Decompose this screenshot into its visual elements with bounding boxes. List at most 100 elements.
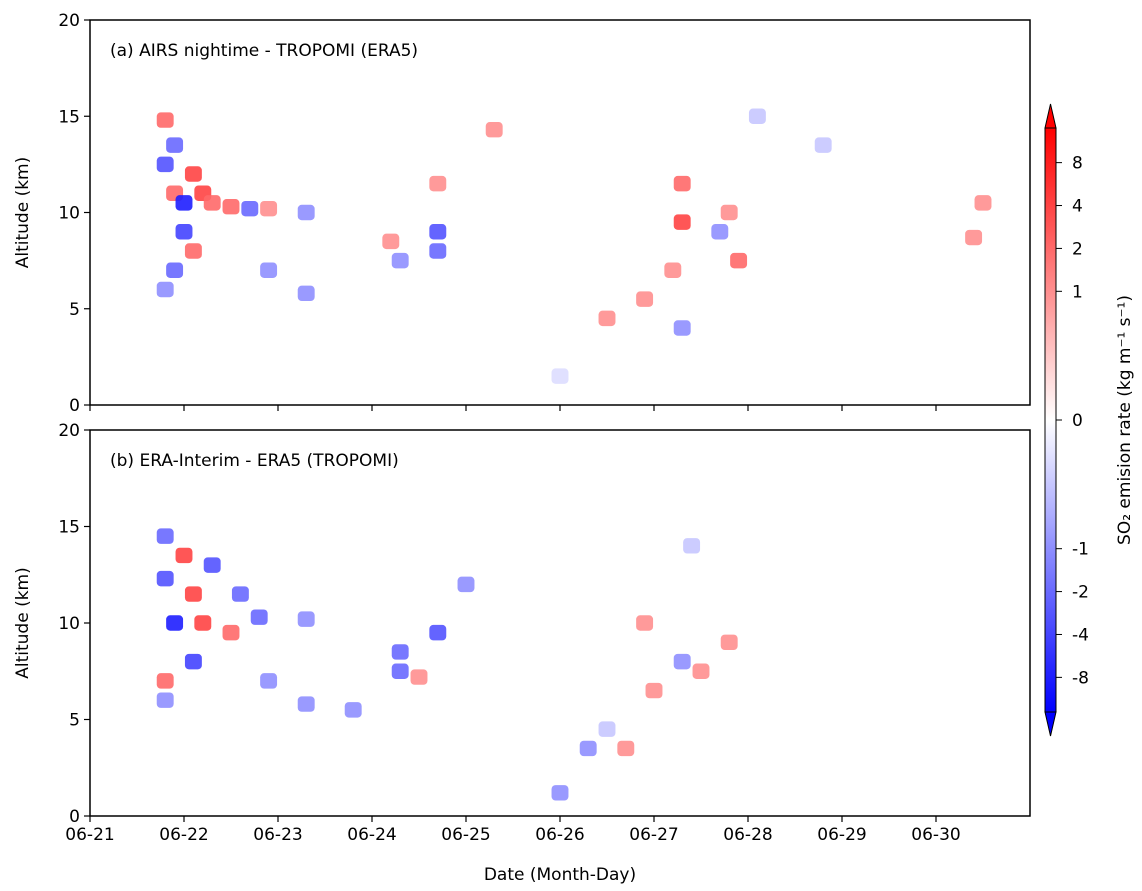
heat-cell — [297, 611, 315, 627]
heat-cell — [391, 252, 409, 269]
heat-cell — [673, 320, 691, 336]
y-tick-label: 15 — [58, 518, 80, 538]
heat-cell — [250, 609, 268, 625]
heat-cell — [297, 696, 315, 712]
colorbar-extend-min — [1044, 711, 1057, 737]
x-tick-label: 06-23 — [253, 825, 302, 845]
heat-cell — [673, 175, 691, 192]
heat-cell — [664, 262, 682, 278]
y-tick-label: 10 — [58, 204, 80, 224]
y-tick-label: 0 — [69, 396, 80, 416]
heat-cell — [457, 576, 475, 593]
heat-cell — [814, 137, 832, 153]
heat-cell — [391, 663, 409, 679]
heat-cell — [260, 673, 278, 689]
colorbar-tick-label: 2 — [1072, 239, 1083, 259]
heat-cell — [683, 538, 701, 554]
heat-cell — [391, 644, 409, 660]
x-tick-label: 06-29 — [817, 825, 866, 845]
heat-cell — [222, 624, 240, 641]
y-tick-label: 15 — [58, 107, 80, 127]
heat-cell — [156, 112, 174, 128]
x-axis-label: Date (Month-Day) — [484, 865, 636, 885]
heat-cell — [673, 214, 691, 230]
panel-title: (b) ERA-Interim - ERA5 (TROPOMI) — [110, 451, 399, 471]
y-tick-label: 20 — [58, 11, 80, 31]
heat-cell — [231, 586, 249, 602]
heat-cell — [673, 653, 691, 670]
heat-cell — [260, 262, 278, 278]
heat-cell — [156, 692, 174, 708]
panel-title: (a) AIRS nightime - TROPOMI (ERA5) — [110, 41, 418, 61]
x-tick-label: 06-28 — [723, 825, 772, 845]
heat-cell — [692, 663, 710, 679]
heat-cell — [156, 281, 174, 298]
heat-cell — [203, 557, 221, 573]
x-tick-label: 06-24 — [347, 825, 396, 845]
colorbar-tick-label: -4 — [1072, 625, 1089, 645]
heat-cell — [551, 785, 569, 801]
colorbar-tick-label: -1 — [1072, 540, 1089, 560]
colorbar — [1045, 128, 1056, 712]
x-tick-label: 06-21 — [65, 825, 114, 845]
heat-cell — [156, 528, 174, 544]
colorbar-label: SO₂ emision rate (kg m⁻¹ s⁻¹) — [1115, 295, 1135, 545]
heat-cell — [156, 673, 174, 689]
heat-cell — [429, 175, 447, 192]
y-tick-label: 0 — [69, 807, 80, 827]
x-tick-label: 06-26 — [535, 825, 584, 845]
heat-cell — [175, 224, 193, 240]
heat-cell — [166, 262, 184, 278]
colorbar-tick-label: -8 — [1072, 668, 1089, 688]
heat-cell — [166, 615, 184, 631]
heat-cell — [156, 570, 174, 587]
y-tick-label: 5 — [69, 711, 80, 731]
heat-cell — [344, 702, 362, 718]
heat-cell — [429, 224, 447, 240]
heat-cell — [382, 233, 400, 250]
heat-cell — [429, 624, 447, 641]
x-tick-label: 06-25 — [441, 825, 490, 845]
heat-cell — [297, 204, 315, 221]
heat-cell — [194, 615, 212, 631]
heat-cell — [297, 285, 315, 302]
heat-cell — [598, 310, 616, 327]
colorbar-extend-max — [1044, 103, 1057, 129]
y-tick-label: 5 — [69, 300, 80, 320]
heat-cell — [175, 195, 193, 211]
heat-cell — [598, 721, 616, 737]
heat-cell — [711, 224, 729, 240]
heat-cell — [579, 740, 597, 757]
heat-cell — [260, 200, 278, 217]
x-tick-label: 06-30 — [911, 825, 960, 845]
heat-cell — [222, 199, 240, 215]
x-tick-label: 06-27 — [629, 825, 678, 845]
x-tick-label: 06-22 — [159, 825, 208, 845]
colorbar-tick-label: 1 — [1072, 282, 1083, 302]
heat-cell — [748, 108, 766, 124]
y-axis-label: Altitude (km) — [13, 157, 33, 269]
heat-cell — [184, 243, 202, 259]
heat-cell — [410, 669, 428, 685]
y-axis-label: Altitude (km) — [13, 567, 33, 679]
heat-cell — [636, 291, 654, 307]
heat-cell — [636, 615, 654, 631]
heat-cell — [720, 634, 738, 651]
heat-cell — [184, 586, 202, 602]
heat-cell — [184, 166, 202, 182]
heat-cell — [184, 653, 202, 670]
heat-cell — [203, 195, 221, 211]
y-tick-label: 20 — [58, 421, 80, 441]
heat-cell — [965, 229, 983, 246]
heat-cell — [485, 122, 503, 138]
heat-cell — [720, 204, 738, 221]
heat-cell — [156, 156, 174, 173]
heat-cell — [730, 252, 748, 269]
heat-cell — [429, 243, 447, 259]
colorbar-tick-label: 0 — [1072, 411, 1083, 431]
colorbar-tick-label: 4 — [1072, 197, 1083, 217]
colorbar-tick-label: 8 — [1072, 154, 1083, 174]
heat-cell — [166, 137, 184, 153]
heat-cell — [175, 547, 193, 564]
